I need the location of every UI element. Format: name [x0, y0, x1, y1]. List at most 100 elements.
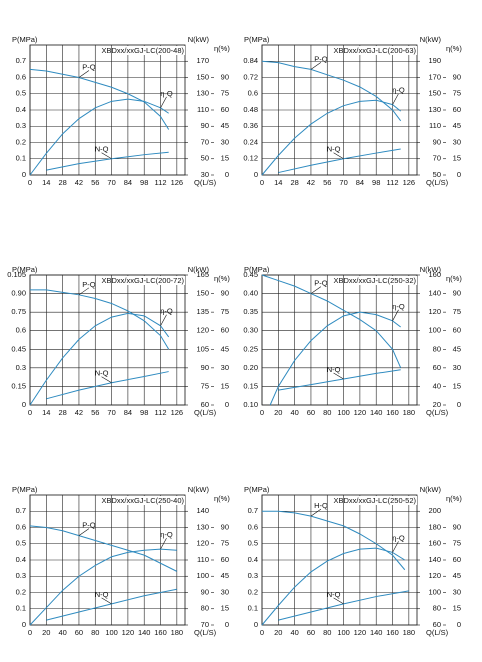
y3-tick-label: 75 [221, 307, 229, 316]
x-tick-label: 0 [260, 178, 264, 187]
y-tick-label: 0 [254, 170, 258, 179]
y3-tick-label: 30 [453, 587, 461, 596]
y2-tick-label: 140 [196, 506, 209, 515]
x-tick-label: 84 [124, 178, 132, 187]
plot-frame [29, 274, 186, 406]
y2-tick-label: 110 [197, 105, 209, 114]
x-tick-label: 126 [403, 178, 416, 187]
x-tick-label: 0 [28, 628, 32, 637]
y-tick-label: 0 [22, 620, 26, 629]
y3-tick-label: 15 [221, 154, 229, 163]
y-tick-label: 0.84 [243, 56, 258, 65]
chart-title: XBDxx/xxGJ-LC(200-48) [101, 46, 184, 55]
y-tick-label: 0.90 [11, 289, 26, 298]
y-axis-label: P(MPa) [12, 485, 38, 494]
y-tick-label: 0.7 [16, 56, 26, 65]
y2-tick-label: 80 [201, 604, 209, 613]
x-tick-label: 40 [58, 628, 66, 637]
y-tick-label: 0 [22, 400, 26, 409]
leader [310, 62, 322, 70]
leader [101, 152, 112, 160]
y-tick-label: 0.6 [248, 89, 258, 98]
y-tick-label: 0.10 [243, 400, 258, 409]
x-tick-label: 160 [386, 628, 399, 637]
y2-axis-label: N(kW) [188, 265, 210, 274]
curve-label: η-Q [160, 530, 173, 539]
y3-tick-label: 45 [453, 571, 461, 580]
y2-tick-label: 170 [196, 56, 209, 65]
y-tick-label: 0.48 [243, 105, 258, 114]
x-tick-label: 28 [290, 178, 298, 187]
y3-tick-label: 60 [453, 105, 461, 114]
x-tick-label: 126 [171, 178, 184, 187]
y3-tick-label: 45 [453, 344, 461, 353]
x-tick-label: 0 [28, 408, 32, 417]
y-tick-label: 0.4 [248, 555, 258, 564]
y2-tick-label: 75 [201, 381, 209, 390]
x-tick-label: 20 [42, 628, 50, 637]
y-tick-label: 0.24 [243, 137, 258, 146]
y2-tick-label: 120 [428, 307, 441, 316]
curve-label: η-Q [160, 307, 173, 316]
y-tick-label: 0.15 [11, 381, 26, 390]
leader [310, 286, 322, 294]
y2-tick-label: 20 [433, 400, 441, 409]
y2-tick-label: 140 [428, 289, 441, 298]
y3-axis-label: η(%) [446, 44, 462, 53]
y-tick-label: 0.1 [248, 604, 258, 613]
y-tick-label: 0.45 [243, 270, 258, 279]
y2-tick-label: 160 [428, 539, 441, 548]
y-tick-label: 0.5 [248, 539, 258, 548]
y-tick-label: 0.1 [16, 604, 26, 613]
curve [262, 510, 406, 571]
y-tick-label: 0.105 [7, 270, 26, 279]
y2-tick-label: 80 [433, 604, 441, 613]
y-tick-label: 0.1 [16, 154, 26, 163]
curve-label: P-Q [314, 279, 328, 288]
y2-tick-label: 70 [201, 137, 209, 146]
x-tick-label: 0 [260, 628, 264, 637]
y2-tick-label: 120 [428, 571, 441, 580]
curve-label: P-Q [82, 280, 96, 289]
curve [29, 525, 178, 572]
y3-tick-label: 15 [453, 381, 461, 390]
y-axis-label: P(MPa) [244, 265, 270, 274]
y2-tick-label: 90 [433, 137, 441, 146]
x-tick-label: 120 [122, 628, 135, 637]
y3-tick-label: 0 [225, 620, 229, 629]
x-tick-label: 80 [323, 628, 331, 637]
y2-tick-label: 90 [201, 363, 209, 372]
y2-tick-label: 170 [428, 72, 441, 81]
leader [78, 70, 90, 78]
leader [160, 314, 167, 326]
curve [46, 151, 169, 171]
leader [160, 96, 167, 108]
y-tick-label: 0.72 [243, 72, 258, 81]
curve [261, 547, 406, 626]
y3-axis-label: η(%) [446, 494, 462, 503]
y2-tick-label: 100 [196, 571, 209, 580]
x-tick-label: 160 [154, 628, 167, 637]
title-bg [355, 46, 417, 55]
y-tick-label: 0.30 [243, 326, 258, 335]
y-tick-label: 0.3 [248, 571, 258, 580]
chart-title: XBDxx/xxGJ-LC(200-63) [333, 46, 416, 55]
x-tick-label: 70 [339, 178, 347, 187]
y2-tick-label: 190 [428, 56, 441, 65]
curve [261, 99, 401, 176]
curve [30, 289, 170, 350]
y2-tick-label: 105 [196, 344, 209, 353]
y3-tick-label: 90 [221, 289, 229, 298]
y-tick-label: 0.75 [11, 307, 26, 316]
y2-axis-label: N(kW) [420, 485, 442, 494]
y-tick-label: 0.4 [16, 105, 26, 114]
curve-label: N-Q [327, 145, 341, 154]
y2-tick-label: 50 [201, 154, 209, 163]
x-axis-label: Q(L/S) [426, 178, 449, 187]
x-tick-label: 42 [75, 178, 83, 187]
x-tick-label: 120 [354, 628, 367, 637]
x-axis-label: Q(L/S) [194, 408, 217, 417]
y-tick-label: 0.4 [16, 555, 26, 564]
curve-label: N-Q [95, 590, 109, 599]
